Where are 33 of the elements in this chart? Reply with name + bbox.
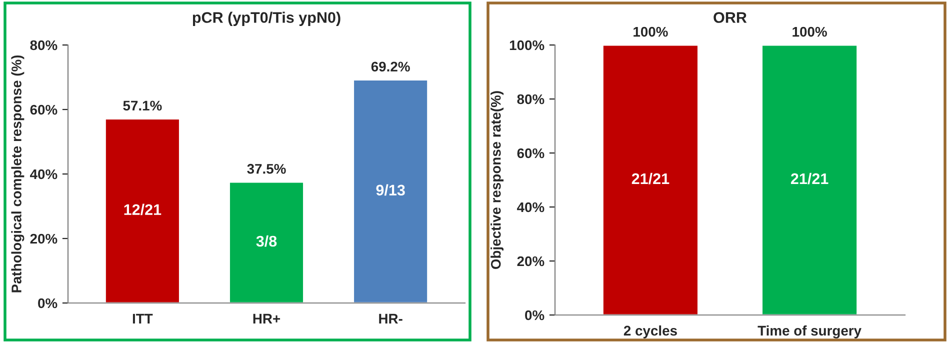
annotation: 21/21 — [790, 172, 828, 184]
y-tick-label: 40% — [30, 169, 58, 180]
annotation: 12/21 — [124, 204, 162, 216]
data-label: 69.2% — [371, 62, 410, 72]
y-axis-title: Pathological complete response (%) — [11, 55, 24, 292]
y-axis-title: Objective response rate(%) — [490, 91, 504, 269]
x-tick-label: 2 cycles — [624, 325, 677, 338]
y-tick-label: 0% — [38, 298, 58, 308]
y-tick-label: 80% — [30, 40, 58, 50]
annotation: 9/13 — [376, 184, 405, 196]
y-tick-label: 0% — [525, 310, 544, 320]
data-label: 100% — [792, 26, 827, 37]
x-tick-label: HR- — [379, 314, 402, 324]
chart-title: pCR (ypT0/Tis ypN0) — [192, 12, 340, 26]
chart-title: ORR — [714, 12, 747, 23]
x-tick-label: ITT — [132, 314, 153, 324]
bar — [228, 181, 304, 303]
x-tick-label: HR+ — [253, 314, 280, 324]
y-tick-label: 80% — [517, 94, 544, 104]
y-tick-label: 40% — [516, 202, 544, 212]
data-label: 57.1% — [123, 100, 162, 111]
annotation: 21/21 — [632, 172, 670, 184]
y-tick-label: 100% — [510, 40, 544, 50]
x-tick-label: Time of surgery — [758, 325, 862, 338]
y-tick-label: 60% — [517, 148, 544, 158]
y-tick-label: 60% — [30, 104, 58, 115]
y-tick-label: 20% — [517, 256, 544, 266]
bar — [104, 118, 180, 303]
bar — [352, 79, 428, 303]
data-label: 37.5% — [247, 164, 286, 174]
y-tick-label: 20% — [30, 234, 58, 244]
data-label: 100% — [634, 26, 668, 37]
annotation: 3/8 — [256, 235, 277, 247]
